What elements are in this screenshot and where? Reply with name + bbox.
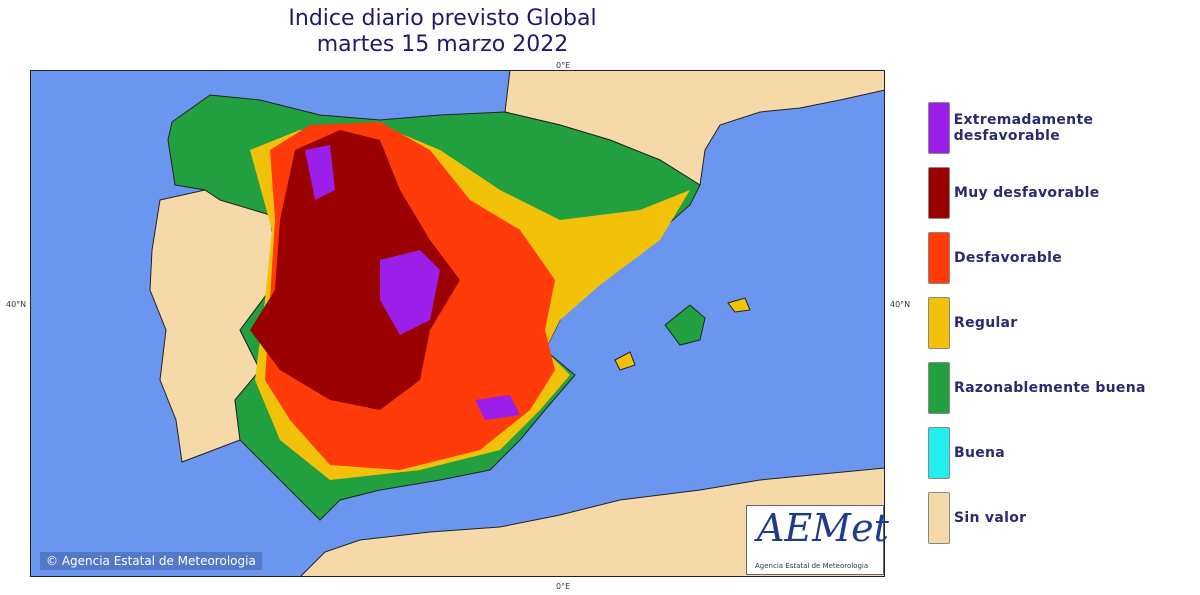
zone-darkred bbox=[250, 130, 460, 410]
legend-label: Muy desfavorable bbox=[954, 185, 1100, 201]
legend-item: Desfavorable bbox=[928, 232, 1062, 284]
axis-label-right: 40°N bbox=[890, 300, 911, 309]
legend-swatch bbox=[928, 427, 950, 479]
legend-label: Razonablemente buena bbox=[954, 380, 1146, 396]
legend-label: Regular bbox=[954, 315, 1018, 331]
axis-label-left: 40°N bbox=[6, 300, 27, 309]
africa bbox=[299, 467, 885, 577]
legend-label: Sin valor bbox=[954, 510, 1027, 526]
zone-purple-1 bbox=[380, 250, 440, 335]
axis-label-top: 0°E bbox=[556, 61, 571, 70]
legend-label: Extremadamente desfavorable bbox=[953, 112, 1094, 144]
aemet-logo: AEMet Agencia Estatal de Meteorologia bbox=[746, 505, 889, 575]
map-title: Indice diario previsto Global bbox=[288, 6, 597, 31]
zone-purple-3 bbox=[475, 395, 520, 420]
legend-item: Buena bbox=[928, 427, 1005, 479]
legend-item: Regular bbox=[928, 297, 1018, 349]
spain-index-map bbox=[30, 70, 885, 577]
axis-label-bottom: 0°E bbox=[556, 582, 571, 591]
legend-item: Muy desfavorable bbox=[928, 167, 1100, 219]
legend-swatch bbox=[928, 232, 950, 284]
legend-label: Buena bbox=[954, 445, 1006, 461]
legend-swatch bbox=[928, 102, 950, 154]
ibiza bbox=[614, 351, 636, 371]
legend-item: Extremadamente desfavorable bbox=[928, 102, 1200, 154]
legend-item: Razonablemente buena bbox=[928, 362, 1146, 414]
menorca bbox=[727, 297, 751, 313]
map-date: martes 15 marzo 2022 bbox=[316, 32, 569, 57]
legend-label: Desfavorable bbox=[954, 250, 1062, 266]
mallorca bbox=[664, 304, 706, 346]
legend-swatch bbox=[928, 492, 950, 544]
legend-swatch bbox=[928, 167, 950, 219]
zone-purple-2 bbox=[305, 145, 335, 200]
copyright-notice: © Agencia Estatal de Meteorologia bbox=[40, 552, 262, 570]
legend-swatch bbox=[928, 362, 950, 414]
legend-item: Sin valor bbox=[928, 492, 1026, 544]
legend-swatch bbox=[928, 297, 950, 349]
